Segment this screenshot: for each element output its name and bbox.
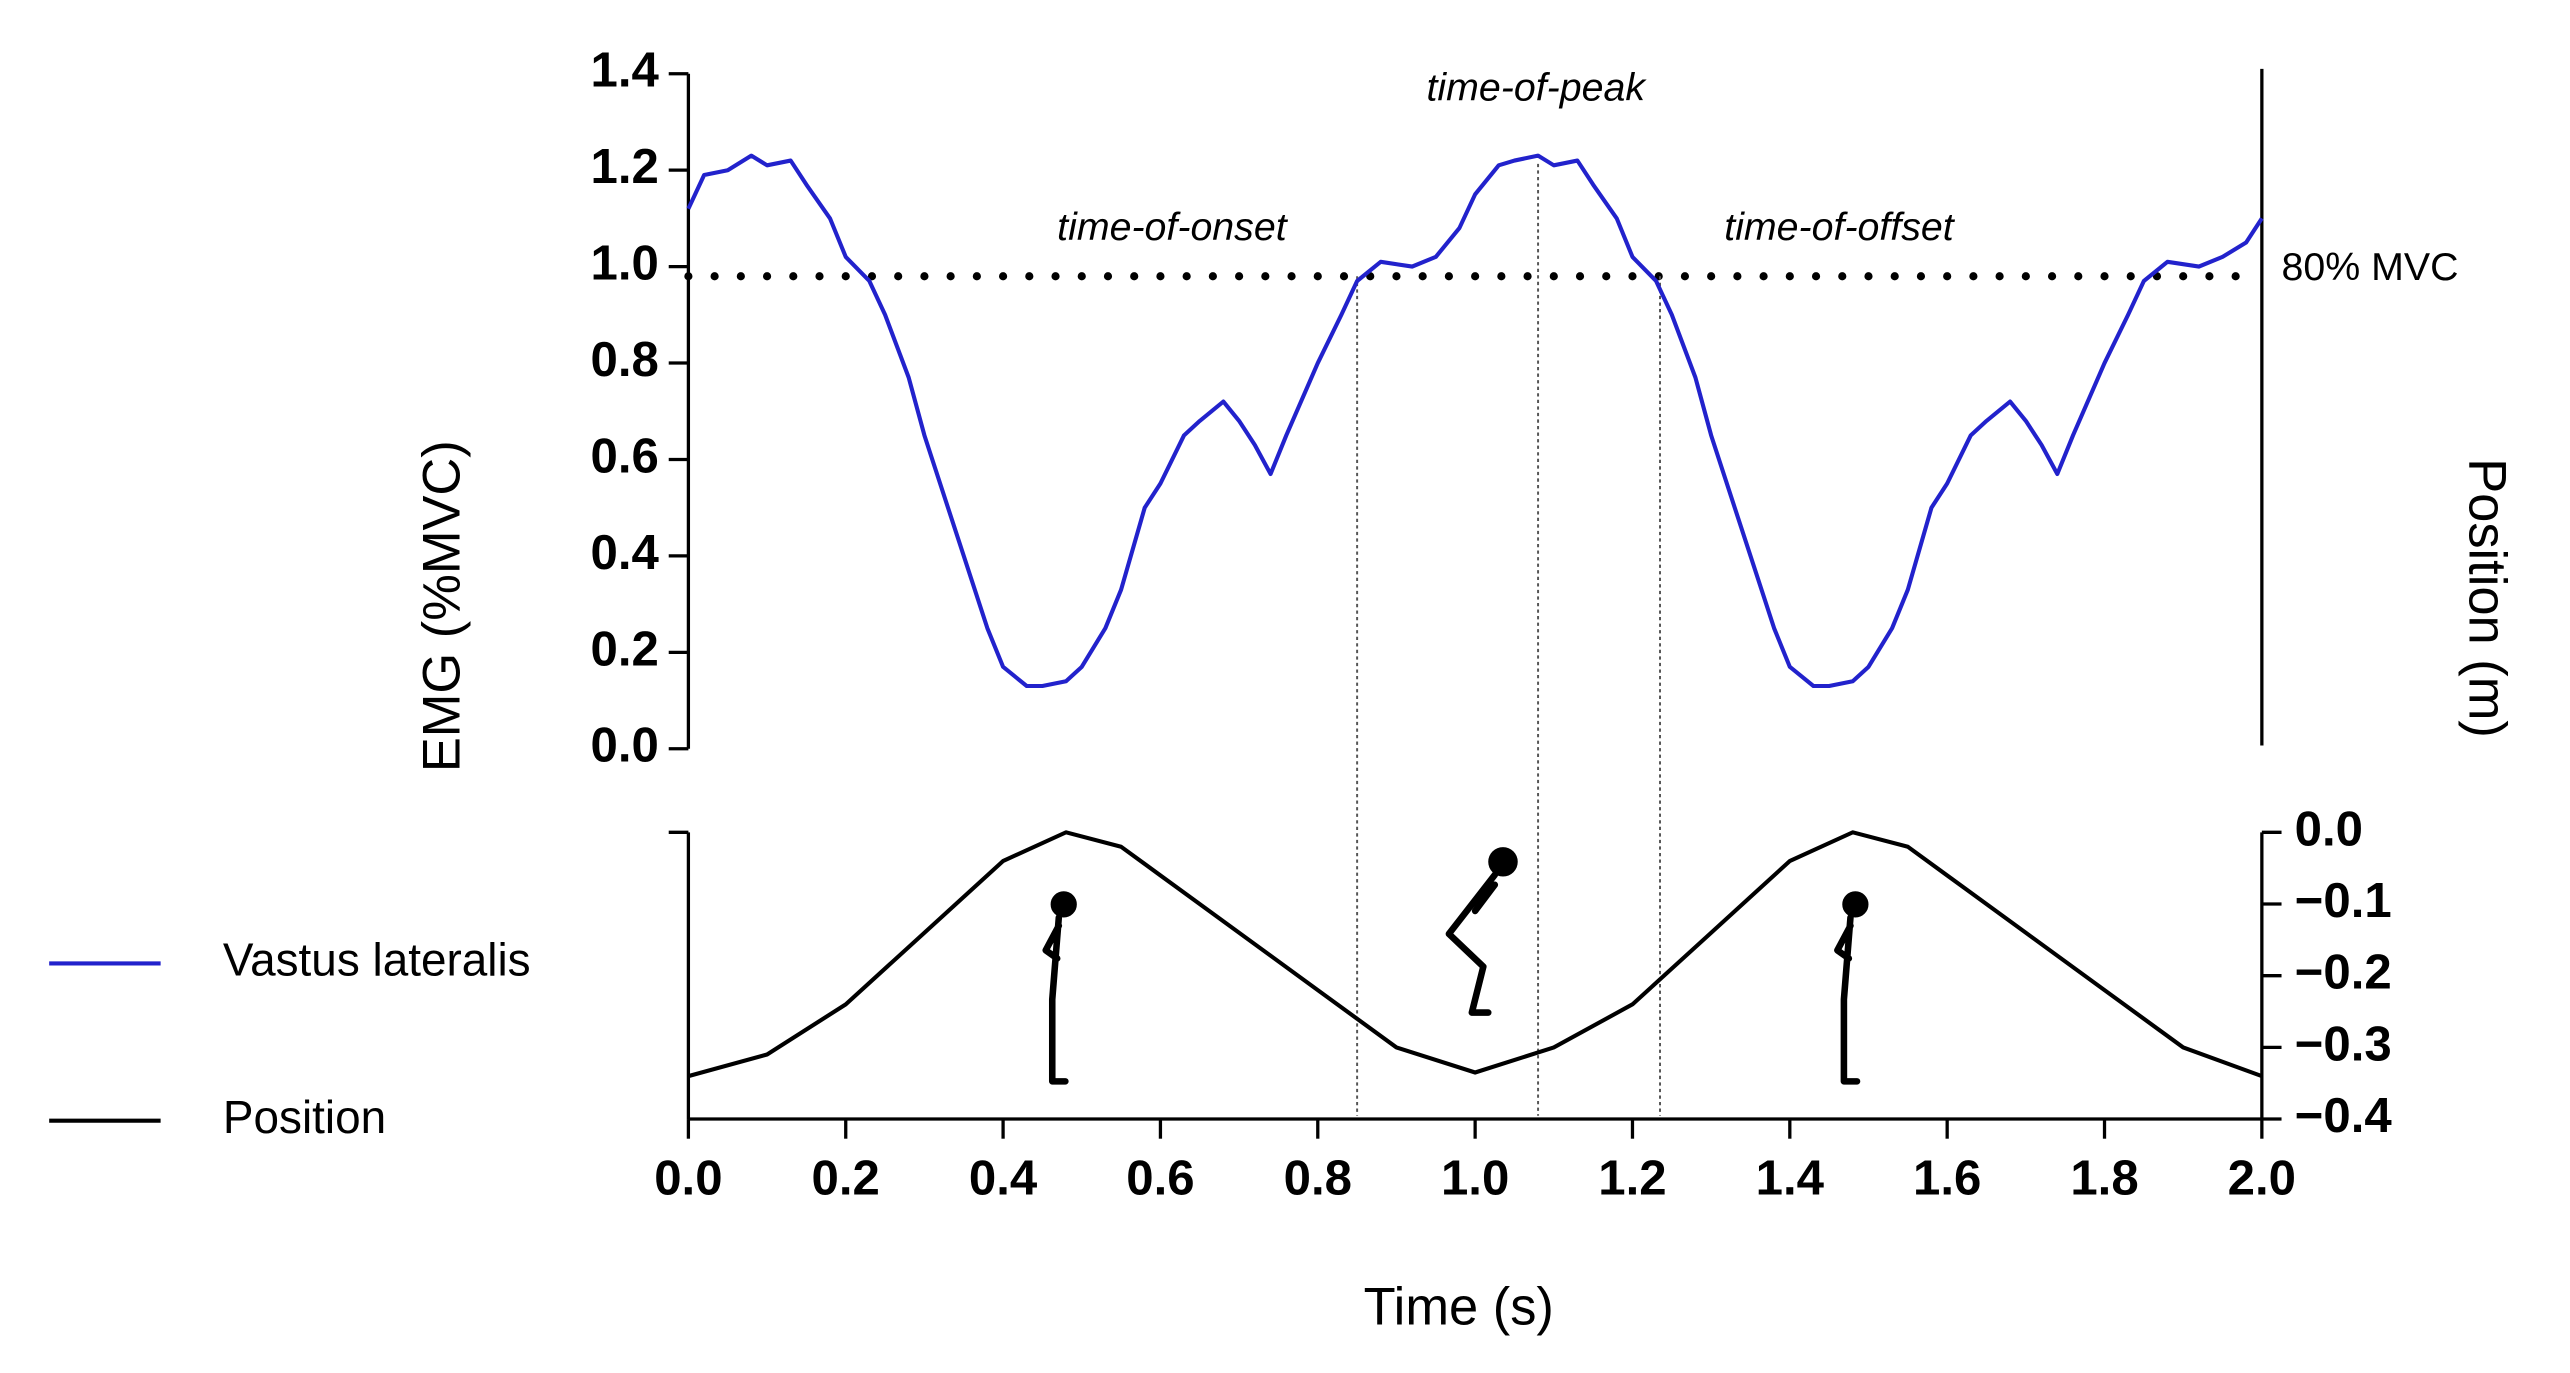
legend-label: Position: [223, 1091, 386, 1143]
y-tick-label: 0.6: [591, 428, 659, 483]
y-tick-label: 0.4: [591, 525, 660, 580]
x-tick-label: 1.8: [2070, 1150, 2138, 1205]
y-tick-label: 0.0: [591, 718, 659, 773]
x-tick-label: 0.4: [969, 1150, 1038, 1205]
x-tick-label: 1.0: [1441, 1150, 1509, 1205]
x-axis-label: Time (s): [1364, 1279, 1554, 1337]
y2-tick-label: −0.4: [2295, 1088, 2393, 1143]
x-tick-label: 1.4: [1756, 1150, 1825, 1205]
stick-figure-standing: [1834, 891, 1869, 1085]
y2-tick-label: −0.2: [2295, 945, 2392, 1000]
x-tick-label: 2.0: [2228, 1150, 2296, 1205]
x-tick-label: 1.6: [1913, 1150, 1981, 1205]
y2-tick-label: −0.1: [2295, 873, 2392, 928]
data-line: [686, 153, 2264, 689]
y-tick-label: 1.4: [591, 43, 660, 98]
x-tick-label: 0.2: [812, 1150, 880, 1205]
y-axis-label: EMG (%MVC): [414, 440, 472, 772]
threshold-label: 80% MVC: [2282, 245, 2459, 289]
y-tick-label: 0.8: [591, 332, 659, 387]
x-tick-label: 0.0: [654, 1150, 722, 1205]
data-line: [687, 830, 2263, 1079]
y-tick-label: 1.0: [591, 236, 659, 291]
x-tick-label: 0.8: [1284, 1150, 1352, 1205]
stick-figure-squat: [1445, 847, 1518, 1016]
x-tick-label: 1.2: [1598, 1150, 1666, 1205]
x-tick-label: 0.6: [1126, 1150, 1194, 1205]
annotation-label: time-of-offset: [1724, 205, 1956, 249]
y2-axis-label: Position (m): [2457, 458, 2515, 738]
stick-figure-standing: [1042, 891, 1077, 1085]
y2-tick-label: −0.3: [2295, 1016, 2392, 1071]
y2-tick-label: 0.0: [2295, 801, 2363, 856]
y-tick-label: 0.2: [591, 621, 659, 676]
y-tick-label: 1.2: [591, 139, 659, 194]
annotation-label: time-of-peak: [1427, 66, 1648, 110]
annotation-label: time-of-onset: [1057, 205, 1289, 249]
legend-label: Vastus lateralis: [223, 934, 531, 986]
